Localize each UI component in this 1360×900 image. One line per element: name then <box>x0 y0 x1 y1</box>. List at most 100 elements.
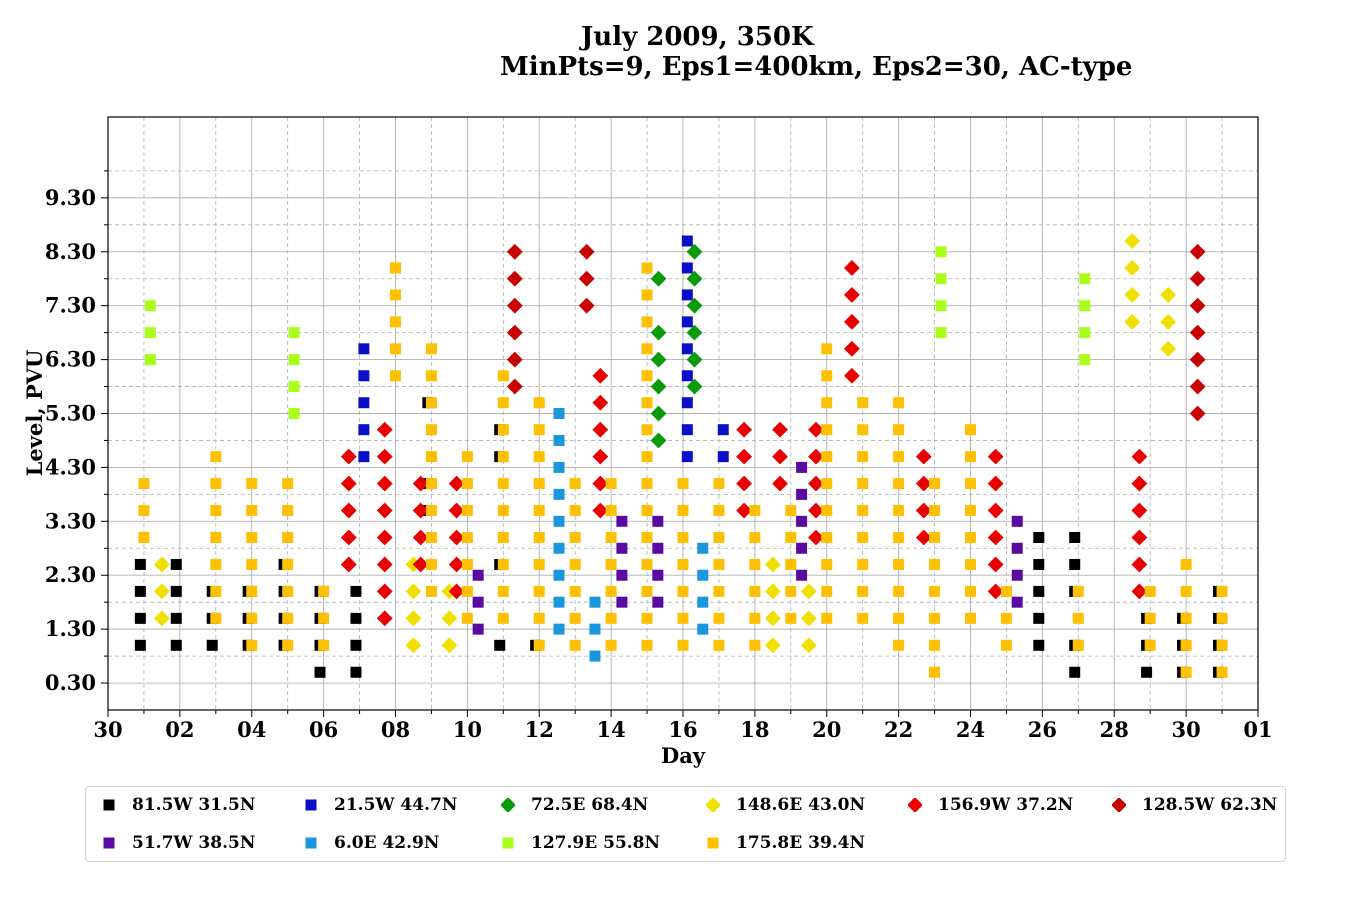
legend-label: 156.9W 37.2N <box>938 795 1074 815</box>
data-point <box>288 381 300 393</box>
legend-marker <box>501 798 515 812</box>
data-point <box>592 475 609 492</box>
data-point <box>736 502 753 519</box>
data-point <box>1069 531 1081 543</box>
data-point <box>677 558 689 570</box>
data-point <box>717 424 729 436</box>
data-point <box>987 448 1004 465</box>
data-points <box>134 233 1228 678</box>
data-point <box>785 505 797 517</box>
data-point <box>796 515 808 527</box>
data-point <box>641 397 653 409</box>
data-point <box>472 623 484 635</box>
data-point <box>506 378 523 395</box>
data-point <box>736 421 753 438</box>
data-point <box>1011 515 1023 527</box>
legend-marker <box>103 799 115 811</box>
data-point <box>652 596 664 608</box>
data-point <box>390 262 401 274</box>
data-point <box>144 354 156 366</box>
data-point <box>412 529 429 546</box>
data-point <box>592 367 609 384</box>
data-point <box>288 327 300 339</box>
series-group <box>472 461 1023 635</box>
data-point <box>1079 327 1091 339</box>
x-tick-label: 10 <box>453 717 482 742</box>
data-point <box>965 451 976 463</box>
data-point <box>1160 340 1177 357</box>
data-point <box>134 612 146 624</box>
data-point <box>412 556 429 573</box>
series-group <box>144 246 1091 419</box>
data-point <box>893 639 905 651</box>
data-point <box>857 478 869 490</box>
data-point <box>1180 666 1192 678</box>
legend-label: 72.5E 68.4N <box>531 795 649 815</box>
data-point <box>772 448 788 465</box>
data-point <box>915 448 932 465</box>
data-point <box>472 569 484 581</box>
data-point <box>616 515 628 527</box>
legend-marker <box>908 798 922 812</box>
y-tick-label: 2.30 <box>45 562 96 587</box>
x-tick-label: 28 <box>1100 717 1129 742</box>
legend-label: 127.9E 55.8N <box>531 833 661 853</box>
data-point <box>1124 260 1141 276</box>
data-point <box>935 246 947 258</box>
data-point <box>553 434 565 446</box>
data-point <box>314 666 326 678</box>
data-point <box>134 585 146 597</box>
legend-label: 6.0E 42.9N <box>334 833 440 853</box>
data-point <box>1131 448 1148 465</box>
x-tick-label: 04 <box>237 717 266 742</box>
legend-label: 148.6E 43.0N <box>736 795 866 815</box>
data-point <box>808 502 824 519</box>
data-point <box>1144 585 1156 597</box>
data-point <box>681 235 693 247</box>
data-point <box>987 529 1004 546</box>
data-point <box>616 569 628 581</box>
data-point <box>1180 639 1192 651</box>
data-point <box>533 397 545 409</box>
data-point <box>681 316 693 328</box>
legend-item: 6.0E 42.9N <box>304 831 439 855</box>
data-point <box>1079 273 1091 285</box>
data-point <box>893 424 905 436</box>
data-point <box>589 596 601 608</box>
data-point <box>965 478 976 490</box>
data-point <box>749 505 761 517</box>
data-point <box>796 488 808 500</box>
data-point <box>893 397 905 409</box>
data-point <box>785 612 797 624</box>
data-point <box>1189 351 1206 368</box>
data-point <box>153 556 170 573</box>
data-point <box>713 505 725 517</box>
data-point <box>376 610 393 627</box>
data-point <box>506 351 523 368</box>
data-point <box>425 370 437 382</box>
legend-item: 148.6E 43.0N <box>706 793 865 817</box>
data-point <box>246 612 258 624</box>
data-point <box>1189 243 1206 260</box>
data-point <box>288 408 300 419</box>
data-point <box>1072 585 1084 597</box>
data-point <box>821 585 833 597</box>
data-point <box>965 424 976 436</box>
data-point <box>553 542 565 554</box>
data-point <box>686 351 703 368</box>
data-point <box>641 343 653 355</box>
data-point <box>772 421 788 438</box>
data-point <box>412 475 429 492</box>
data-point <box>553 461 565 473</box>
data-point <box>246 585 258 597</box>
data-point <box>282 478 294 490</box>
data-point <box>350 639 362 651</box>
data-point <box>1072 612 1084 624</box>
data-point <box>497 424 509 436</box>
data-point <box>246 639 258 651</box>
data-point <box>686 378 703 395</box>
data-point <box>1072 639 1084 651</box>
data-point <box>318 639 330 651</box>
data-point <box>749 639 761 651</box>
data-point <box>282 558 294 570</box>
